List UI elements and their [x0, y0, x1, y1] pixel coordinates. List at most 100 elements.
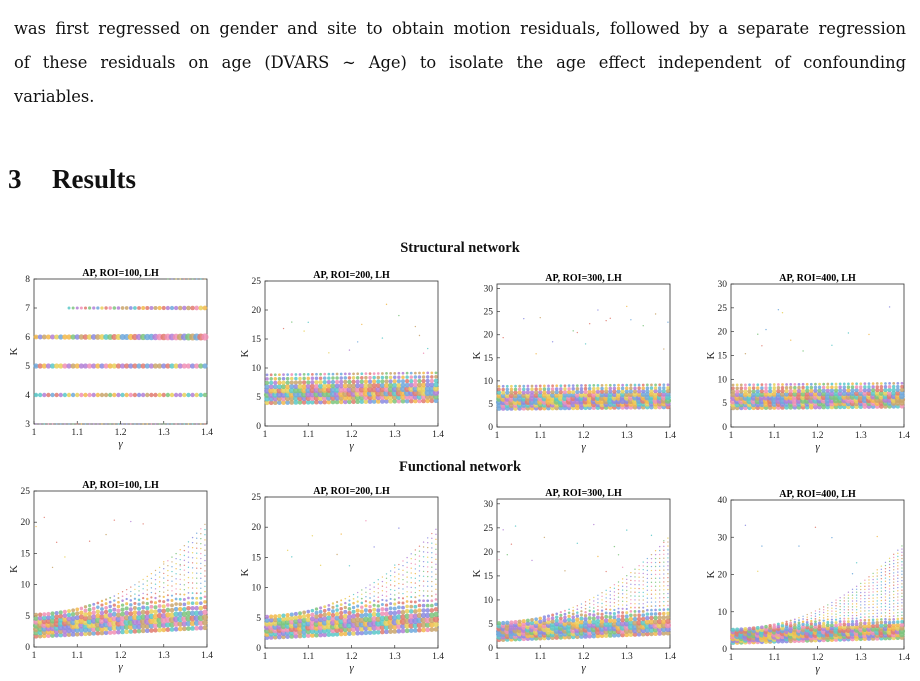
data-point: [305, 387, 312, 394]
data-point: [339, 372, 343, 376]
data-point: [273, 376, 278, 381]
data-point: [883, 387, 888, 393]
data-point: [603, 392, 609, 398]
data-point: [901, 592, 903, 595]
data-point: [517, 387, 522, 392]
data-point: [191, 423, 194, 425]
data-point: [529, 390, 535, 395]
data-point: [838, 620, 842, 623]
data-point: [530, 387, 534, 391]
data-point: [425, 375, 430, 379]
data-point: [297, 383, 303, 389]
data-point: [103, 363, 109, 369]
data-point: [554, 392, 560, 398]
data-point: [858, 391, 864, 397]
data-point: [761, 545, 763, 547]
data-point: [342, 383, 348, 389]
x-tick-label: 1.3: [389, 430, 401, 440]
data-point: [757, 333, 759, 335]
data-point: [802, 350, 804, 352]
data-point: [182, 305, 187, 311]
data-point: [559, 387, 563, 391]
data-point: [888, 557, 891, 560]
data-point: [884, 596, 887, 598]
data-point: [897, 571, 899, 573]
data-point: [120, 392, 125, 398]
data-point: [806, 616, 808, 618]
data-point: [893, 593, 895, 596]
x-tick-label: 1.1: [302, 430, 314, 440]
data-point: [860, 585, 862, 588]
data-point: [831, 613, 833, 615]
data-point: [298, 376, 302, 381]
data-point: [876, 615, 879, 618]
data-point: [67, 306, 71, 310]
data-point: [805, 620, 809, 624]
x-tick-label: 1.2: [812, 653, 824, 663]
data-point: [897, 552, 899, 555]
data-point: [372, 379, 377, 384]
data-point: [884, 590, 887, 592]
data-point: [850, 622, 855, 627]
data-point: [879, 620, 884, 625]
data-point: [855, 585, 858, 588]
data-point: [839, 605, 841, 608]
data-point: [879, 382, 883, 385]
data-point: [539, 316, 541, 319]
data-point: [145, 392, 150, 398]
data-point: [359, 383, 365, 389]
data-point: [562, 392, 568, 398]
data-point: [173, 392, 179, 398]
data-point: [867, 385, 871, 389]
data-point: [880, 581, 883, 583]
data-point: [871, 621, 875, 625]
data-point: [893, 584, 895, 586]
data-point: [830, 382, 834, 386]
data-point: [103, 334, 109, 340]
data-point: [871, 618, 875, 622]
data-point: [190, 305, 195, 311]
data-point: [654, 313, 657, 315]
data-point: [46, 611, 51, 617]
data-point: [575, 384, 579, 387]
data-point: [834, 618, 838, 621]
data-point: [291, 321, 293, 323]
data-point: [342, 386, 349, 393]
data-point: [846, 385, 851, 389]
data-point: [153, 392, 158, 398]
data-point: [264, 387, 270, 394]
data-point: [884, 571, 887, 573]
data-point: [817, 385, 822, 390]
data-point: [843, 614, 845, 617]
data-point: [33, 612, 39, 618]
data-point: [391, 386, 398, 393]
data-point: [303, 330, 305, 332]
data-point: [134, 423, 136, 425]
data-point: [604, 389, 609, 394]
data-point: [425, 378, 430, 384]
section-heading: 3 Results: [8, 164, 136, 195]
data-point: [420, 386, 427, 392]
data-point: [93, 423, 95, 425]
data-point: [897, 555, 899, 558]
data-point: [838, 385, 842, 389]
data-point: [897, 568, 899, 570]
data-point: [429, 378, 434, 383]
data-point: [851, 620, 854, 623]
y-tick-label: 0: [256, 422, 261, 432]
data-point: [812, 391, 818, 397]
data-point: [806, 618, 809, 621]
data-point: [878, 390, 884, 396]
data-point: [899, 390, 905, 396]
data-point: [900, 384, 904, 389]
data-point: [128, 392, 133, 398]
data-point: [776, 622, 780, 626]
data-point: [654, 383, 657, 387]
data-point: [868, 333, 870, 336]
data-point: [888, 609, 891, 612]
data-point: [767, 391, 773, 397]
data-point: [897, 602, 899, 604]
data-point: [847, 614, 850, 617]
data-point: [513, 387, 518, 392]
data-point: [872, 572, 874, 575]
